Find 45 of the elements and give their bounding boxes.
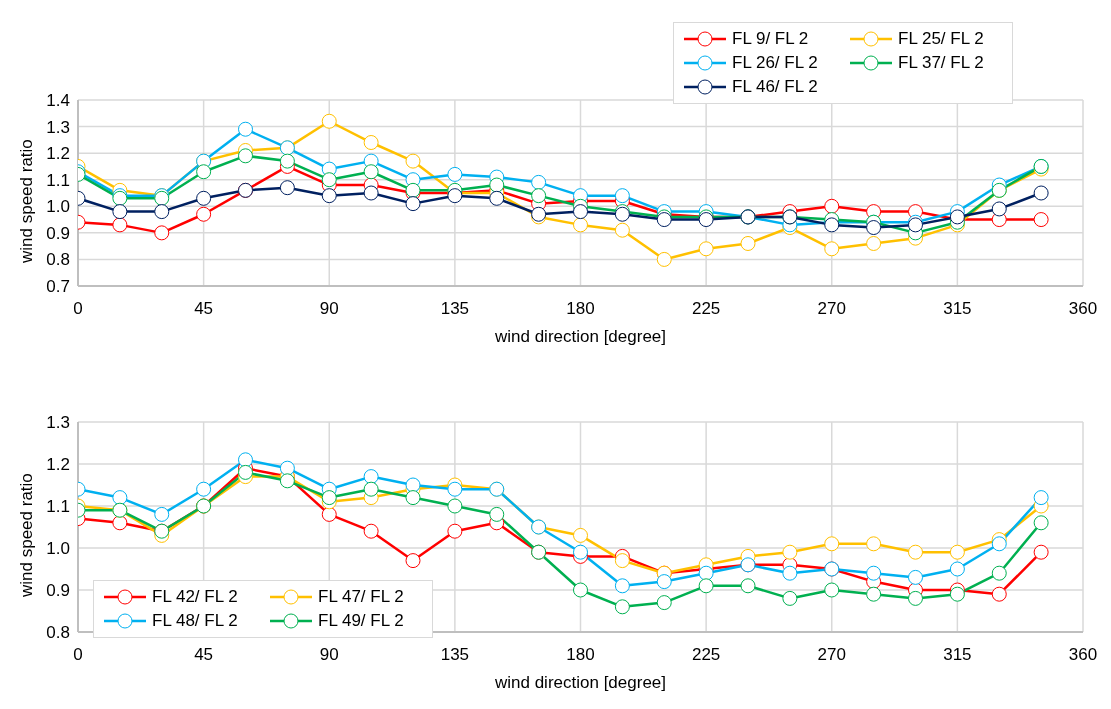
y-tick-label: 0.8: [46, 250, 70, 270]
y-tick-label: 1.0: [46, 197, 70, 217]
y-tick-label: 1.1: [46, 170, 70, 190]
y-tick-label: 1.0: [46, 539, 70, 559]
x-tick-label: 180: [566, 645, 595, 665]
y-tick-label: 1.1: [46, 497, 70, 517]
y-tick-label: 1.3: [46, 117, 70, 137]
x-tick-label: 360: [1068, 299, 1098, 319]
y-tick-label: 1.4: [46, 91, 70, 111]
x-tick-label: 90: [319, 299, 339, 319]
x-tick-label: 315: [943, 645, 972, 665]
legend-label: FL 42/ FL 2: [152, 586, 238, 608]
x-tick-label: 135: [440, 299, 470, 319]
y-tick-label: 1.2: [46, 455, 70, 475]
x-tick-label: 270: [817, 645, 846, 665]
x-tick-label: 0: [73, 299, 83, 319]
x-tick-label: 360: [1068, 645, 1098, 665]
x-tick-label: 135: [440, 645, 470, 665]
legend-label: FL 25/ FL 2: [898, 28, 984, 50]
x-axis-title: wind direction [degree]: [493, 673, 667, 692]
legend-label: FL 48/ FL 2: [152, 610, 238, 632]
x-tick-label: 315: [943, 299, 972, 319]
legend-label: FL 26/ FL 2: [732, 52, 818, 74]
legend-label: FL 46/ FL 2: [732, 76, 818, 98]
x-tick-label: 180: [566, 299, 595, 319]
x-tick-label: 45: [194, 645, 214, 665]
x-tick-label: 0: [73, 645, 83, 665]
y-tick-label: 0.7: [46, 277, 70, 297]
y-axis-title: wind speed ratio: [17, 139, 37, 264]
legend-label: FL 49/ FL 2: [318, 610, 404, 632]
x-tick-label: 270: [817, 299, 846, 319]
y-tick-label: 0.9: [46, 581, 70, 601]
legend-label: FL 9/ FL 2: [732, 28, 809, 50]
x-tick-label: 225: [691, 299, 721, 319]
y-axis-title: wind speed ratio: [17, 473, 37, 598]
y-tick-label: 1.2: [46, 144, 70, 164]
y-tick-label: 1.3: [46, 413, 70, 433]
y-tick-label: 0.9: [46, 223, 70, 243]
x-tick-label: 45: [194, 299, 214, 319]
y-tick-label: 0.8: [46, 623, 70, 643]
x-tick-label: 225: [691, 645, 721, 665]
x-tick-label: 90: [319, 645, 339, 665]
legend-label: FL 37/ FL 2: [898, 52, 984, 74]
legend-label: FL 47/ FL 2: [318, 586, 404, 608]
x-axis-title: wind direction [degree]: [493, 327, 667, 346]
